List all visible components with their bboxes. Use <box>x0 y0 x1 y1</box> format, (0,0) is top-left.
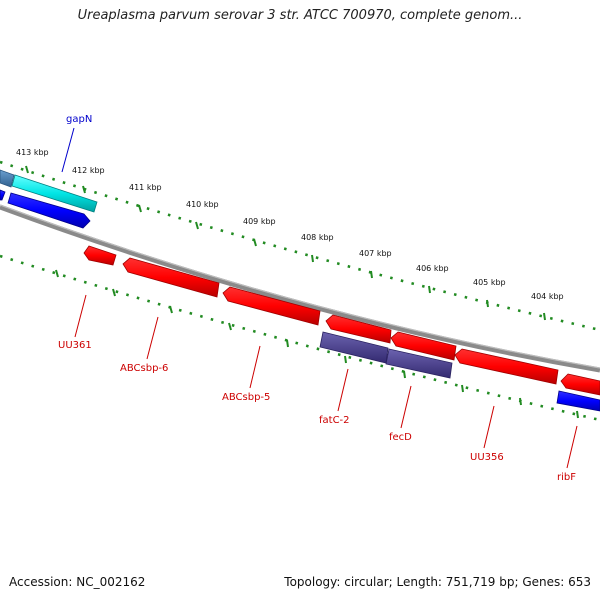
forward-gene-ribF[interactable] <box>556 390 600 412</box>
kbp-label-405: 405 kbp <box>473 278 506 287</box>
gene-label-gapN[interactable]: gapN <box>66 114 92 125</box>
gene-label-fatC-2[interactable]: fatC-2 <box>319 415 350 426</box>
kbp-label-412: 412 kbp <box>72 166 105 175</box>
reverse-gene-UU356[interactable] <box>454 348 559 385</box>
reverse-gene-fecD-region[interactable] <box>385 348 453 379</box>
kbp-label-410: 410 kbp <box>186 200 219 209</box>
reverse-gene-ABCsbp-6[interactable] <box>122 257 220 298</box>
map-title: Ureaplasma parvum serovar 3 str. ATCC 70… <box>77 8 523 23</box>
kbp-label-413: 413 kbp <box>16 148 49 157</box>
label-connectors <box>61 127 578 469</box>
inner-tick-row <box>0 254 600 422</box>
gene-label-ABCsbp-5[interactable]: ABCsbp-5 <box>222 392 270 403</box>
genome-summary-text: Topology: circular; Length: 751,719 bp; … <box>284 575 591 589</box>
reverse-gene-fecD[interactable] <box>390 331 457 361</box>
inner-major-ticks <box>55 269 579 419</box>
gene-label-UU361[interactable]: UU361 <box>58 340 92 351</box>
gene-label-UU356[interactable]: UU356 <box>470 452 504 463</box>
kbp-label-404: 404 kbp <box>531 292 564 301</box>
outer-major-ticks <box>25 165 546 321</box>
reverse-gene-ribF-partner[interactable] <box>560 373 600 396</box>
kbp-label-408: 408 kbp <box>301 233 334 242</box>
gene-label-ABCsbp-6[interactable]: ABCsbp-6 <box>120 363 168 374</box>
kbp-label-409: 409 kbp <box>243 217 276 226</box>
forward-gene-steel[interactable] <box>0 169 15 188</box>
kbp-label-407: 407 kbp <box>359 249 392 258</box>
genome-backbone <box>0 204 600 373</box>
accession-text: Accession: NC_002162 <box>9 575 146 589</box>
kbp-label-406: 406 kbp <box>416 264 449 273</box>
gene-label-fecD[interactable]: fecD <box>389 432 412 443</box>
gene-label-ribF[interactable]: ribF <box>557 472 576 483</box>
forward-gene-blue[interactable] <box>7 192 91 229</box>
reverse-gene-fatC-2[interactable] <box>325 314 392 344</box>
reverse-gene-ABCsbp-5[interactable] <box>222 286 321 326</box>
kbp-label-411: 411 kbp <box>129 183 162 192</box>
reverse-gene-UU361[interactable] <box>83 245 117 266</box>
forward-gene-gapN[interactable] <box>11 174 98 213</box>
forward-gene-blue-left[interactable] <box>0 189 6 201</box>
